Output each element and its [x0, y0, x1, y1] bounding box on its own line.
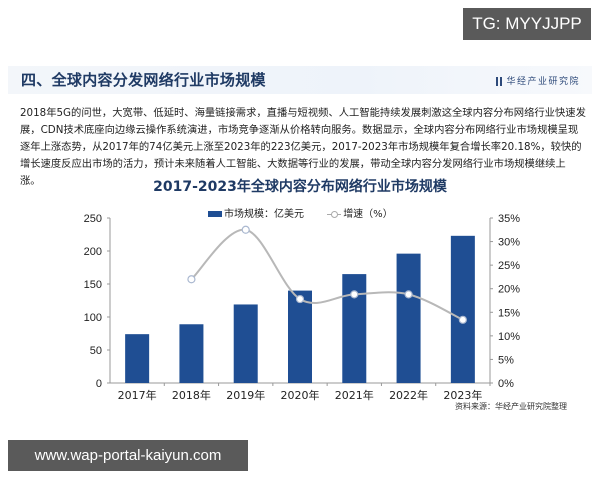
growth-point [295, 294, 305, 304]
growth-point [350, 290, 359, 299]
y-tick-label: 50 [90, 345, 102, 357]
legend-line-swatch [327, 210, 342, 218]
x-tick-label: 2018年 [172, 388, 211, 402]
y-tick-label: 150 [84, 279, 102, 291]
bar [450, 235, 475, 383]
x-tick-label: 2017年 [118, 388, 157, 402]
x-tick-label: 2020年 [281, 388, 320, 402]
y-tick-label: 200 [84, 246, 102, 258]
logo-icon [496, 77, 503, 86]
y2-tick-label: 0% [498, 378, 514, 390]
y2-tick-label: 25% [498, 260, 520, 272]
y2-tick-label: 35% [498, 213, 520, 225]
watermark-url-label: www.wap-portal-kaiyun.com [8, 440, 248, 471]
source-note: 资料来源：华经产业研究院整理 [455, 402, 567, 411]
bar [396, 253, 421, 383]
logo-text: 华经产业研究院 [506, 77, 580, 87]
chart-legend: 市场规模：亿美元 增速（%） [208, 205, 393, 220]
growth-point [458, 315, 467, 324]
y-tick-label: 250 [84, 213, 102, 225]
y2-tick-label: 10% [498, 331, 520, 343]
legend-bar-swatch [208, 211, 222, 217]
x-tick-label: 2019年 [226, 388, 265, 402]
x-tick-label: 2023年 [443, 388, 482, 402]
y2-tick-label: 20% [498, 284, 520, 296]
publisher-logo: 华经产业研究院 [496, 74, 580, 87]
y-tick-label: 0 [96, 378, 102, 390]
y-tick-label: 100 [84, 312, 102, 324]
growth-point [241, 225, 250, 234]
bar [179, 324, 204, 383]
y2-tick-label: 15% [498, 307, 520, 319]
bar [125, 334, 150, 383]
section-header: 四、全球内容分发网络行业市场规模 华经产业研究院 [8, 66, 592, 94]
legend-line-label: 增速（%） [343, 209, 393, 220]
description-paragraph: 2018年5G的问世，大宽带、低延时、海量链接需求，直播与短视频、人工智能持续发… [20, 107, 586, 187]
x-tick-label: 2021年 [335, 388, 374, 402]
x-tick-label: 2022年 [389, 388, 428, 402]
y2-tick-label: 30% [498, 237, 520, 249]
chart-title: 2017-2023年全球内容分布网络行业市场规模 [153, 179, 447, 195]
bar [233, 304, 258, 383]
growth-point [404, 290, 413, 299]
growth-point [187, 275, 196, 284]
watermark-tg-label: TG: MYYJJPP [463, 8, 591, 40]
bar [288, 290, 312, 383]
growth-line [190, 228, 464, 321]
legend-bar-label: 市场规模：亿美元 [224, 209, 304, 220]
section-title: 四、全球内容分发网络行业市场规模 [21, 71, 266, 89]
y2-tick-label: 5% [498, 354, 514, 366]
